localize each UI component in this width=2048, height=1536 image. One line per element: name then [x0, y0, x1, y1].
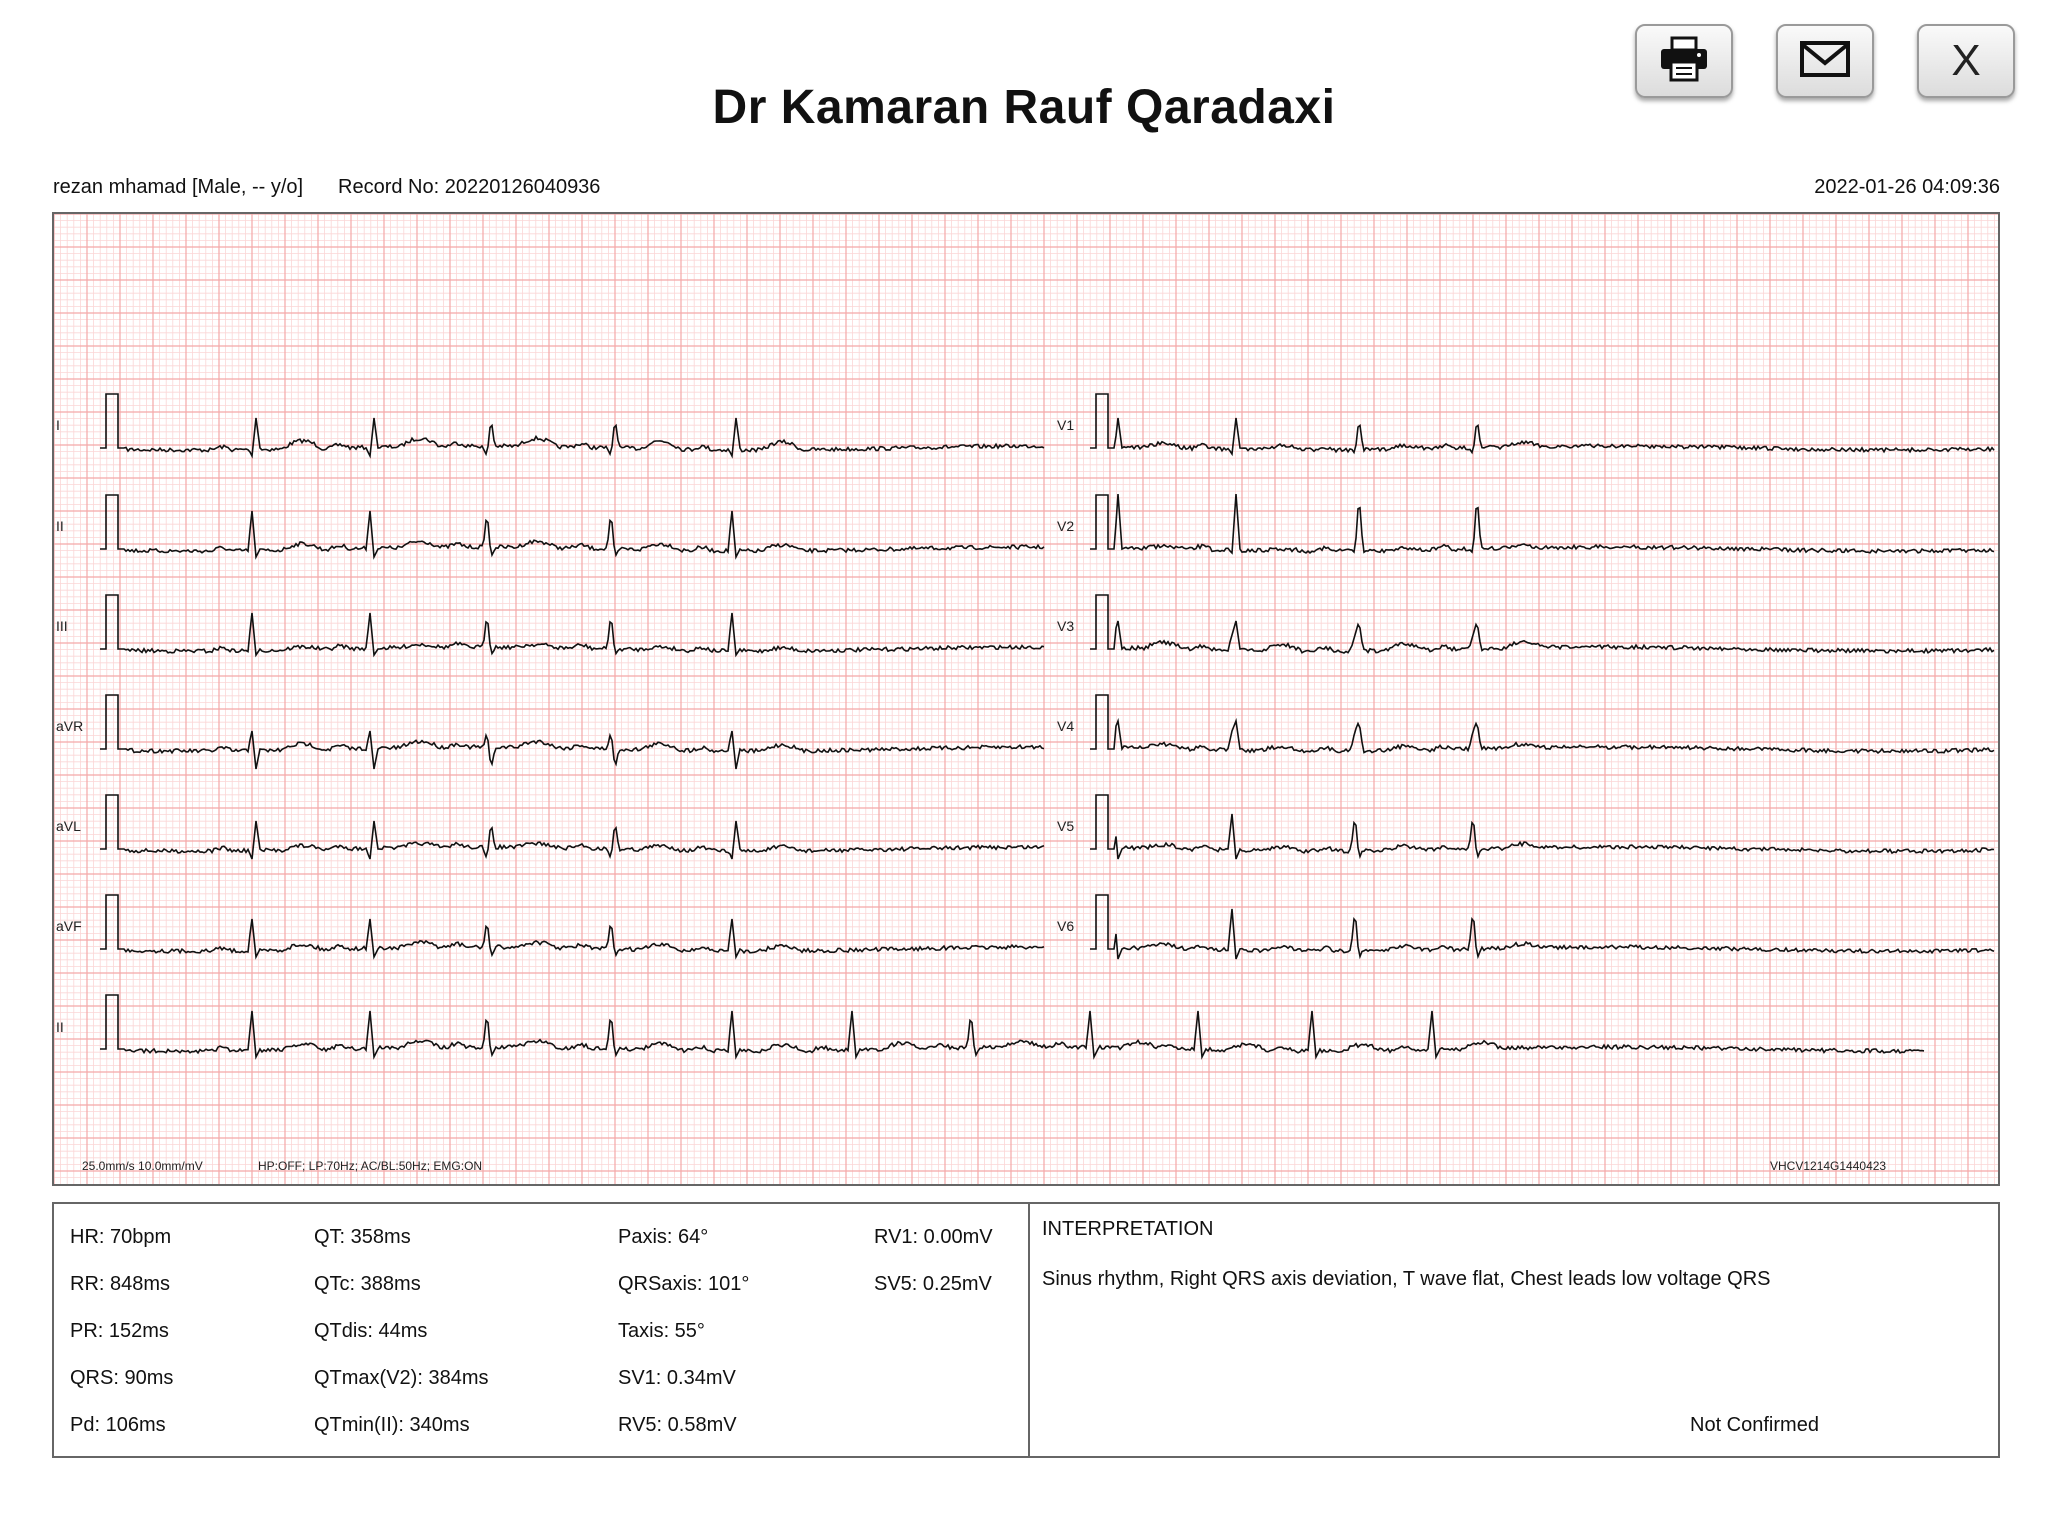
- patient-info: rezan mhamad [Male, -- y/o]: [53, 176, 304, 198]
- lead-label-III: III: [56, 618, 68, 634]
- lead-trace-II: [100, 494, 1045, 560]
- record-number: Record No: 20220126040936: [338, 176, 601, 198]
- measurement-qtc: QTc: 388ms: [314, 1273, 421, 1295]
- ecg-chart: I II III aVR aVL aVF V1 V2 V3 V4 V5 V6 II 25.0mm/s 10…: [52, 212, 2000, 1186]
- lead-label-II: II: [56, 518, 64, 534]
- measurement-qrsaxis: QRSaxis: 101°: [618, 1273, 750, 1295]
- lead-label-aVL: aVL: [56, 818, 81, 834]
- lead-trace-V1: [1090, 393, 1995, 457]
- lead-trace-III: [100, 594, 1045, 658]
- lead-label-V1: V1: [1057, 417, 1074, 433]
- measurement-qrs: QRS: 90ms: [70, 1367, 174, 1389]
- record-datetime: 2022-01-26 04:09:36: [1814, 176, 2000, 198]
- measurement-qtmax: QTmax(V2): 384ms: [314, 1367, 489, 1389]
- email-button[interactable]: [1776, 24, 1874, 98]
- major-grid: [54, 214, 1998, 1184]
- close-icon: X: [1951, 36, 1981, 85]
- measurement-rv1: RV1: 0.00mV: [874, 1226, 993, 1248]
- lead-trace-aVR: [100, 694, 1045, 770]
- speed-gain: 25.0mm/s 10.0mm/mV: [82, 1159, 203, 1173]
- lead-trace-I: [100, 393, 1045, 459]
- lead-trace-V2: [1090, 493, 1995, 555]
- printer-icon: [1659, 36, 1709, 87]
- lead-label-V5: V5: [1057, 818, 1074, 834]
- lead-trace-V3: [1090, 594, 1995, 655]
- lead-trace-aVF: [100, 894, 1045, 960]
- measurement-qtmin: QTmin(II): 340ms: [314, 1414, 470, 1436]
- lead-label-rhythm: II: [56, 1019, 64, 1035]
- lead-trace-rhythm: [100, 994, 1925, 1060]
- lead-label-aVR: aVR: [56, 718, 83, 734]
- measurement-sv1: SV1: 0.34mV: [618, 1367, 736, 1389]
- measurement-sv5: SV5: 0.25mV: [874, 1273, 992, 1295]
- confirmation-status: Not Confirmed: [1690, 1414, 1819, 1436]
- measurement-qt: QT: 358ms: [314, 1226, 411, 1248]
- lead-label-V6: V6: [1057, 918, 1074, 934]
- filter-settings: HP:OFF; LP:70Hz; AC/BL:50Hz; EMG:ON: [258, 1159, 482, 1173]
- lead-label-V2: V2: [1057, 518, 1074, 534]
- measurement-pr: PR: 152ms: [70, 1320, 169, 1342]
- measurement-qtdis: QTdis: 44ms: [314, 1320, 428, 1342]
- lead-trace-V6: [1090, 894, 1995, 960]
- lead-label-V3: V3: [1057, 618, 1074, 634]
- lead-label-V4: V4: [1057, 718, 1074, 734]
- envelope-icon: [1800, 40, 1850, 82]
- lead-trace-V5: [1090, 794, 1995, 860]
- measurement-rv5: RV5: 0.58mV: [618, 1414, 737, 1436]
- measurement-rr: RR: 848ms: [70, 1273, 171, 1295]
- lead-trace-V4: [1090, 694, 1995, 755]
- measurement-pd: Pd: 106ms: [70, 1414, 166, 1436]
- lead-trace-aVL: [100, 794, 1045, 860]
- interpretation-text: Sinus rhythm, Right QRS axis deviation, …: [1042, 1268, 1771, 1290]
- measurement-paxis: Paxis: 64°: [618, 1226, 709, 1248]
- lead-label-I: I: [56, 417, 60, 433]
- panel-divider: [1028, 1204, 1030, 1456]
- report-title: Dr Kamaran Rauf Qaradaxi: [712, 81, 1336, 134]
- info-panel: HR: 70bpm RR: 848ms PR: 152ms QRS: 90ms …: [52, 1202, 2000, 1458]
- interpretation-title: INTERPRETATION: [1042, 1218, 1214, 1240]
- measurement-hr: HR: 70bpm: [70, 1226, 172, 1248]
- device-id: VHCV1214G1440423: [1770, 1159, 1886, 1173]
- measurement-taxis: Taxis: 55°: [618, 1320, 705, 1342]
- print-button[interactable]: [1635, 24, 1733, 98]
- lead-label-aVF: aVF: [56, 918, 82, 934]
- close-button[interactable]: X: [1917, 24, 2015, 98]
